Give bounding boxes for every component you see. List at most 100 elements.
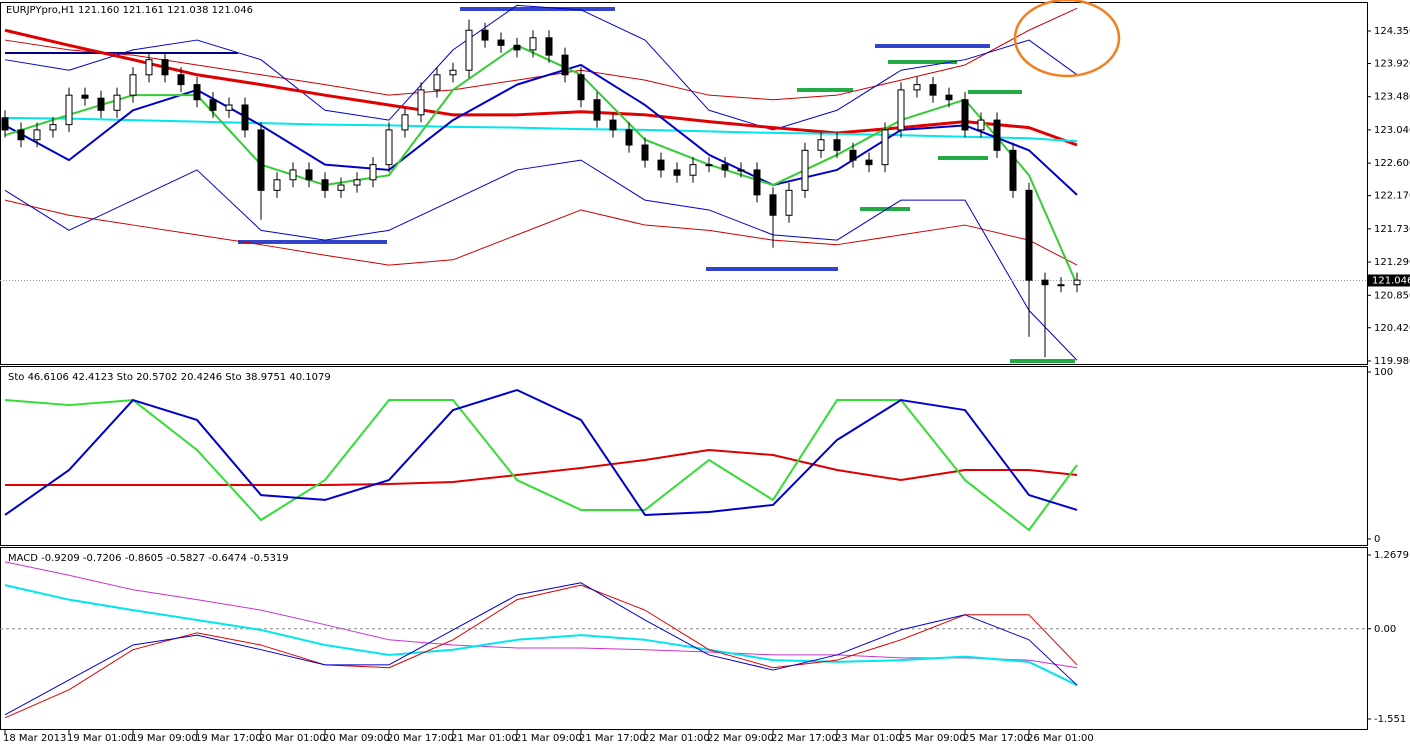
candle-body bbox=[785, 189, 793, 216]
y-tick-label: 0 bbox=[1374, 534, 1380, 545]
candle-body bbox=[609, 119, 617, 131]
candle-body bbox=[273, 179, 281, 191]
stoch-header: Sto 46.6106 42.4123 Sto 20.5702 20.4246 … bbox=[8, 372, 331, 383]
candle-body bbox=[209, 99, 217, 111]
x-tick-label: 22 Mar 01:00 bbox=[643, 733, 710, 744]
candle-body bbox=[817, 139, 825, 151]
y-tick-label: 122.600 bbox=[1374, 158, 1410, 169]
y-tick-label: 120.850 bbox=[1374, 290, 1410, 301]
y-tick-label: 123.040 bbox=[1374, 125, 1410, 136]
y-tick-label: 124.350 bbox=[1374, 26, 1410, 37]
y-tick-label: 120.420 bbox=[1374, 323, 1410, 334]
macd-header: MACD -0.9209 -0.7206 -0.8605 -0.5827 -0.… bbox=[8, 553, 289, 564]
indicator-line bbox=[4, 63, 1078, 196]
panes bbox=[0, 2, 1368, 730]
candle-body bbox=[577, 74, 585, 101]
indicator-line bbox=[4, 4, 1078, 131]
candle-body bbox=[721, 164, 729, 171]
candle-body bbox=[161, 59, 169, 76]
indicator-line bbox=[4, 561, 1078, 669]
indicator-line bbox=[4, 399, 1078, 531]
candle-body bbox=[513, 44, 521, 51]
candle-body bbox=[193, 84, 201, 101]
candle-body bbox=[225, 104, 233, 111]
candle-body bbox=[881, 129, 889, 166]
x-tick-label: 25 Mar 17:00 bbox=[963, 733, 1030, 744]
candle-body bbox=[17, 129, 25, 141]
candle-body bbox=[945, 94, 953, 101]
candle-body bbox=[49, 124, 57, 131]
x-tick-label: 20 Mar 01:00 bbox=[259, 733, 326, 744]
y-tick-label: 122.170 bbox=[1374, 191, 1410, 202]
plot: 124.350 123.920 123.480 123.040 122.600 122.1… bbox=[0, 4, 1410, 744]
indicator-line bbox=[4, 582, 1078, 716]
indicator-line bbox=[5, 448, 1078, 487]
candle-body bbox=[625, 129, 633, 146]
x-tick-label: 19 Mar 01:00 bbox=[67, 733, 134, 744]
candle-body bbox=[593, 99, 601, 121]
main-pane-border bbox=[0, 2, 1368, 365]
candle-body bbox=[897, 89, 905, 131]
candle-body bbox=[497, 39, 505, 46]
y-tick-label: 123.920 bbox=[1374, 58, 1410, 69]
candle-body bbox=[641, 144, 649, 161]
candle-body bbox=[129, 74, 137, 96]
y-tick-label: 121.730 bbox=[1374, 224, 1410, 235]
candle-body bbox=[1025, 189, 1033, 281]
candle-body bbox=[977, 119, 985, 131]
x-tick-label: 21 Mar 17:00 bbox=[579, 733, 646, 744]
candle-body bbox=[337, 184, 345, 191]
x-tick-label: 18 Mar 2013 bbox=[3, 733, 66, 744]
x-tick-label: 21 Mar 09:00 bbox=[515, 733, 582, 744]
candle-body bbox=[257, 129, 265, 191]
candle-body bbox=[353, 179, 361, 186]
last-price-label: 121.046 bbox=[1372, 275, 1410, 286]
x-tick-label: 19 Mar 09:00 bbox=[131, 733, 198, 744]
candle-body bbox=[753, 169, 761, 196]
candle-body bbox=[849, 149, 857, 161]
candle-body bbox=[737, 169, 745, 172]
candle-body bbox=[369, 164, 377, 181]
candle-body bbox=[433, 74, 441, 91]
indicator-line bbox=[4, 116, 1078, 143]
candle-body bbox=[529, 37, 537, 51]
y-tick-label: 121.290 bbox=[1374, 257, 1410, 268]
x-tick-label: 19 Mar 17:00 bbox=[195, 733, 262, 744]
candle-body bbox=[769, 194, 777, 216]
candle-body bbox=[833, 139, 841, 151]
x-tick-label: 20 Mar 17:00 bbox=[387, 733, 454, 744]
indicator-line bbox=[4, 199, 1078, 266]
candle-body bbox=[481, 29, 489, 41]
x-tick-label: 22 Mar 09:00 bbox=[707, 733, 774, 744]
x-tick-label: 21 Mar 01:00 bbox=[451, 733, 518, 744]
candle-body bbox=[993, 119, 1001, 151]
indicator-line bbox=[4, 584, 1078, 719]
candle-body bbox=[145, 59, 153, 76]
candle-body bbox=[321, 179, 329, 191]
y-tick-label: 123.480 bbox=[1374, 92, 1410, 103]
y-tick-label: 0.00 bbox=[1374, 624, 1396, 635]
candle-body bbox=[97, 97, 105, 111]
candle-body bbox=[305, 169, 313, 181]
candle-body bbox=[65, 94, 73, 126]
x-tick-label: 22 Mar 17:00 bbox=[771, 733, 838, 744]
candle-body bbox=[1041, 279, 1049, 286]
y-tick-label: -1.551 bbox=[1374, 714, 1406, 725]
indicator-line bbox=[4, 159, 1078, 361]
indicator-line bbox=[4, 28, 1078, 147]
candle-body bbox=[657, 159, 665, 171]
candle-body bbox=[705, 164, 713, 167]
candle-body bbox=[465, 29, 473, 71]
candle-body bbox=[929, 84, 937, 96]
candle-body bbox=[241, 104, 249, 131]
candle-body bbox=[865, 159, 873, 166]
x-tick-label: 20 Mar 09:00 bbox=[323, 733, 390, 744]
indicator-line bbox=[4, 389, 1078, 516]
candle-body bbox=[961, 99, 969, 131]
highlight-circle bbox=[1013, 0, 1121, 78]
candle-body bbox=[401, 114, 409, 131]
candle-body bbox=[289, 169, 297, 181]
indicator-line bbox=[4, 584, 1078, 687]
